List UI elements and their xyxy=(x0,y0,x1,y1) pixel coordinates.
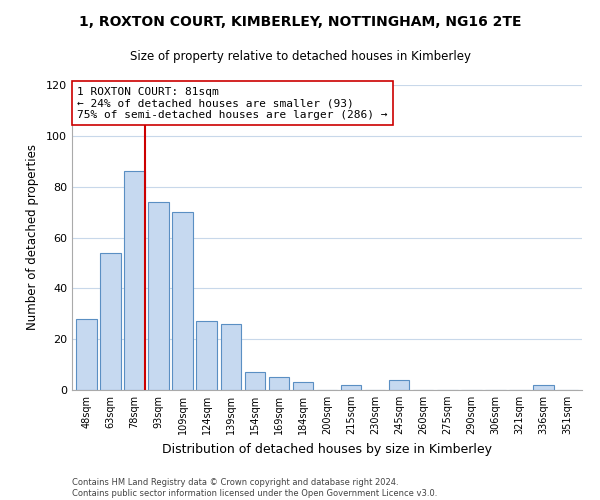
Text: 1 ROXTON COURT: 81sqm
← 24% of detached houses are smaller (93)
75% of semi-deta: 1 ROXTON COURT: 81sqm ← 24% of detached … xyxy=(77,86,388,120)
Bar xyxy=(245,372,265,390)
Bar xyxy=(148,202,169,390)
Bar xyxy=(221,324,241,390)
Bar xyxy=(293,382,313,390)
X-axis label: Distribution of detached houses by size in Kimberley: Distribution of detached houses by size … xyxy=(162,442,492,456)
Bar xyxy=(341,385,361,390)
Bar xyxy=(76,319,97,390)
Y-axis label: Number of detached properties: Number of detached properties xyxy=(26,144,39,330)
Bar xyxy=(196,322,217,390)
Bar xyxy=(269,378,289,390)
Bar xyxy=(100,253,121,390)
Text: Contains HM Land Registry data © Crown copyright and database right 2024.
Contai: Contains HM Land Registry data © Crown c… xyxy=(72,478,437,498)
Bar xyxy=(389,380,409,390)
Text: Size of property relative to detached houses in Kimberley: Size of property relative to detached ho… xyxy=(130,50,470,63)
Text: 1, ROXTON COURT, KIMBERLEY, NOTTINGHAM, NG16 2TE: 1, ROXTON COURT, KIMBERLEY, NOTTINGHAM, … xyxy=(79,15,521,29)
Bar xyxy=(124,172,145,390)
Bar xyxy=(172,212,193,390)
Bar xyxy=(533,385,554,390)
